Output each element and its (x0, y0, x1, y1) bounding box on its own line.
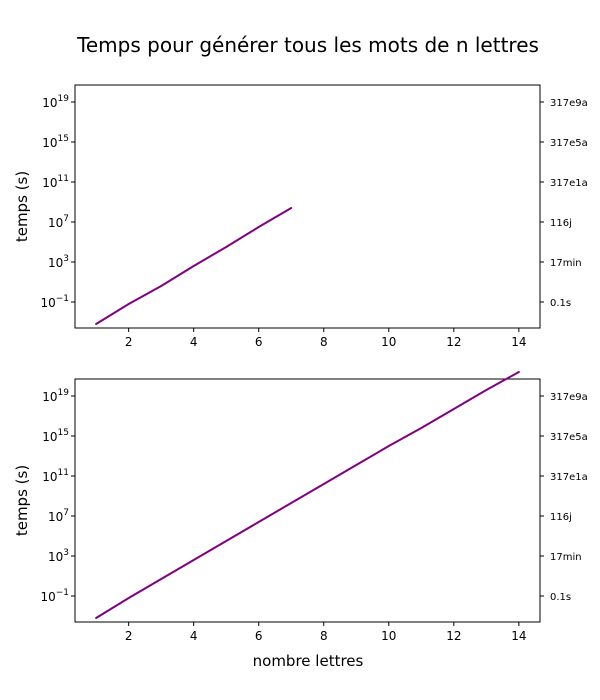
y-axis-label: temps (s) (13, 465, 31, 536)
x-axis-label: nombre lettres (253, 652, 364, 670)
y-axis-label: temps (s) (13, 171, 31, 242)
right-tick-label: 0.1s (550, 592, 571, 603)
panel-2: 2 4 6 8 10 12 14 10−1 0.1s 103 17min 107 116j 1011 317… (13, 371, 588, 643)
series-line (95, 207, 293, 325)
plot-frame (74, 378, 541, 623)
y-tick-label: 1015 (42, 428, 69, 444)
x-tick-label: 6 (255, 335, 263, 349)
y-tick-label: 107 (48, 214, 69, 230)
right-tick-label: 116j (550, 512, 572, 523)
y-tick-label: 10−1 (40, 588, 69, 604)
right-tick-label: 317e5a (550, 138, 588, 149)
x-tick-label: 2 (125, 629, 133, 643)
plot-frame (74, 84, 541, 329)
x-tick-label: 12 (446, 629, 461, 643)
x-tick-label: 8 (320, 629, 328, 643)
x-tick-label: 2 (125, 335, 133, 349)
x-tick-label: 4 (190, 629, 198, 643)
y-tick-label: 1015 (42, 134, 69, 150)
right-tick-label: 116j (550, 218, 572, 229)
right-tick-label: 317e9a (550, 392, 588, 403)
x-tick-label: 14 (511, 629, 526, 643)
right-tick-label: 17min (550, 258, 582, 269)
x-tick-label: 10 (381, 335, 396, 349)
y-tick-label: 103 (48, 254, 69, 270)
x-tick-label: 8 (320, 335, 328, 349)
x-tick-label: 12 (446, 335, 461, 349)
panels: 2 4 6 8 10 12 14 10−1 0.1s 103 17min 107 116j 1011 317… (13, 84, 588, 643)
y-tick-label: 1019 (42, 94, 69, 110)
x-tick-label: 6 (255, 629, 263, 643)
y-tick-label: 10−1 (40, 294, 69, 310)
y-tick-label: 1011 (42, 174, 69, 190)
panel-1: 2 4 6 8 10 12 14 10−1 0.1s 103 17min 107 116j 1011 317… (13, 84, 588, 349)
y-tick-label: 1011 (42, 468, 69, 484)
y-tick-label: 107 (48, 508, 69, 524)
x-tick-label: 4 (190, 335, 198, 349)
right-tick-label: 17min (550, 552, 582, 563)
right-tick-label: 0.1s (550, 298, 571, 309)
right-tick-label: 317e9a (550, 98, 588, 109)
right-tick-label: 317e1a (550, 178, 588, 189)
x-tick-label: 10 (381, 629, 396, 643)
y-tick-label: 103 (48, 548, 69, 564)
right-tick-label: 317e5a (550, 432, 588, 443)
chart-title: Temps pour générer tous les mots de n le… (76, 33, 539, 57)
y-tick-label: 1019 (42, 388, 69, 404)
right-tick-label: 317e1a (550, 472, 588, 483)
series-line (95, 371, 520, 619)
x-tick-label: 14 (511, 335, 526, 349)
